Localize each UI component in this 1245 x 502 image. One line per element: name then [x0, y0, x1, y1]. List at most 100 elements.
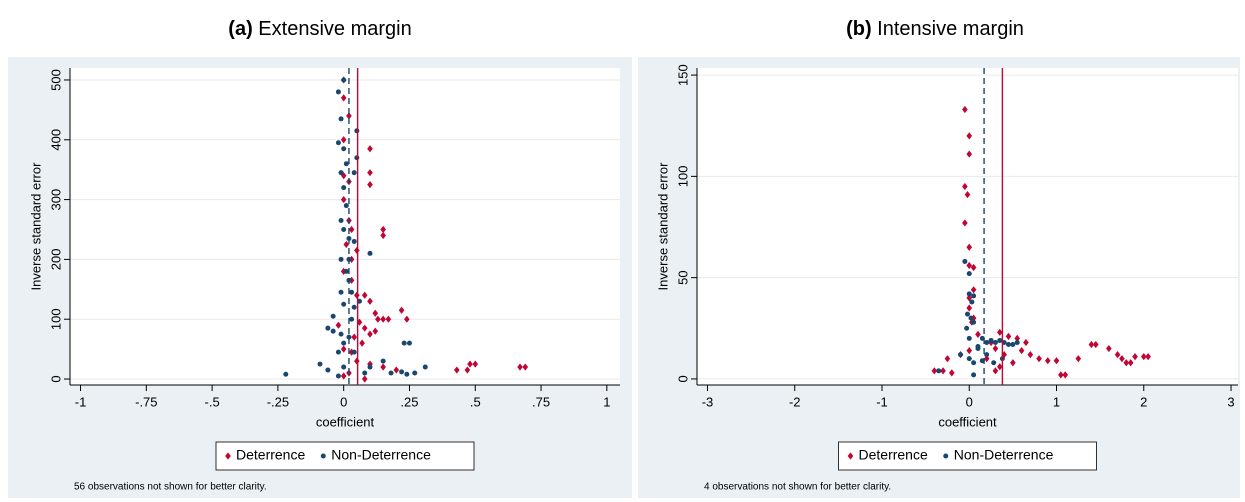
x-tick-label: 0 — [340, 394, 347, 409]
point — [962, 258, 968, 264]
point — [349, 289, 355, 295]
point — [965, 311, 970, 317]
point — [1119, 355, 1125, 363]
y-tick-label: 50 — [675, 270, 690, 284]
point — [341, 77, 347, 83]
legend-label: Non-Deterrence — [331, 447, 431, 463]
point — [1010, 341, 1016, 347]
point — [966, 291, 972, 297]
point — [348, 225, 355, 234]
point — [380, 225, 386, 234]
point — [966, 132, 973, 140]
point — [361, 324, 368, 332]
legend-box — [838, 441, 1097, 471]
point — [970, 263, 977, 272]
point — [351, 170, 357, 176]
point — [984, 339, 990, 345]
point — [372, 309, 379, 317]
point — [340, 136, 347, 144]
point — [996, 363, 1003, 371]
point — [1058, 371, 1064, 379]
point — [338, 116, 344, 122]
point — [958, 352, 964, 358]
x-tick-label: -3 — [702, 394, 714, 409]
point — [367, 169, 373, 177]
point — [1075, 355, 1082, 363]
y-axis-label: Inverse standard error — [655, 162, 670, 291]
point — [464, 366, 471, 374]
x-tick-label: -2 — [789, 394, 801, 409]
title-text: Extensive margin — [258, 18, 411, 40]
point — [940, 367, 946, 375]
point — [412, 370, 418, 376]
point — [346, 334, 352, 340]
y-tick-label: 0 — [675, 375, 690, 382]
point — [1127, 359, 1134, 367]
point — [346, 112, 352, 120]
point — [1088, 340, 1095, 349]
point — [362, 370, 368, 376]
point — [338, 331, 344, 337]
panel-title: (b) Intensive margin — [846, 18, 1024, 40]
point — [992, 344, 999, 353]
point — [340, 195, 347, 204]
point — [317, 361, 323, 367]
point — [971, 319, 977, 325]
point — [962, 105, 968, 114]
point — [375, 315, 381, 323]
point — [966, 356, 972, 362]
x-tick-label: 1 — [603, 394, 610, 409]
point — [1006, 341, 1012, 347]
legend-marker — [225, 452, 231, 460]
legend-marker — [320, 453, 326, 459]
point — [330, 328, 336, 334]
point — [367, 297, 373, 305]
point — [948, 369, 955, 377]
point — [975, 330, 981, 338]
legend-marker — [847, 452, 854, 460]
point — [380, 358, 386, 364]
point — [931, 367, 938, 375]
y-tick-label: 100 — [48, 308, 63, 330]
point — [1018, 346, 1025, 355]
point — [338, 218, 344, 224]
point — [1106, 344, 1112, 353]
x-tick-label: .75 — [532, 394, 550, 409]
point — [991, 360, 997, 366]
point — [944, 355, 951, 363]
point — [335, 89, 341, 95]
point — [1062, 371, 1069, 379]
point — [966, 243, 973, 251]
point — [966, 346, 973, 355]
point — [359, 339, 365, 347]
legend-label: Deterrence — [859, 447, 928, 463]
y-axis-label: Inverse standard error — [28, 162, 43, 291]
point — [472, 360, 479, 368]
point — [393, 366, 400, 374]
x-tick-label: 3 — [1227, 394, 1234, 409]
point — [996, 328, 1003, 336]
point — [335, 349, 341, 355]
y-tick-label: 300 — [48, 189, 63, 211]
point — [966, 271, 972, 277]
point — [398, 306, 405, 314]
legend-marker — [943, 453, 949, 459]
point — [1023, 338, 1029, 347]
point — [335, 321, 342, 329]
point — [367, 145, 373, 153]
point — [354, 246, 360, 255]
point — [341, 185, 347, 191]
point — [354, 357, 360, 365]
point — [385, 315, 392, 323]
point — [966, 335, 972, 341]
point — [969, 299, 975, 305]
point — [325, 367, 331, 373]
point — [341, 340, 347, 346]
x-tick-label: 1 — [1053, 394, 1060, 409]
point — [404, 371, 410, 377]
point — [343, 203, 349, 209]
point — [968, 315, 974, 321]
point — [966, 304, 973, 312]
x-axis-label: coefficient — [938, 414, 997, 429]
